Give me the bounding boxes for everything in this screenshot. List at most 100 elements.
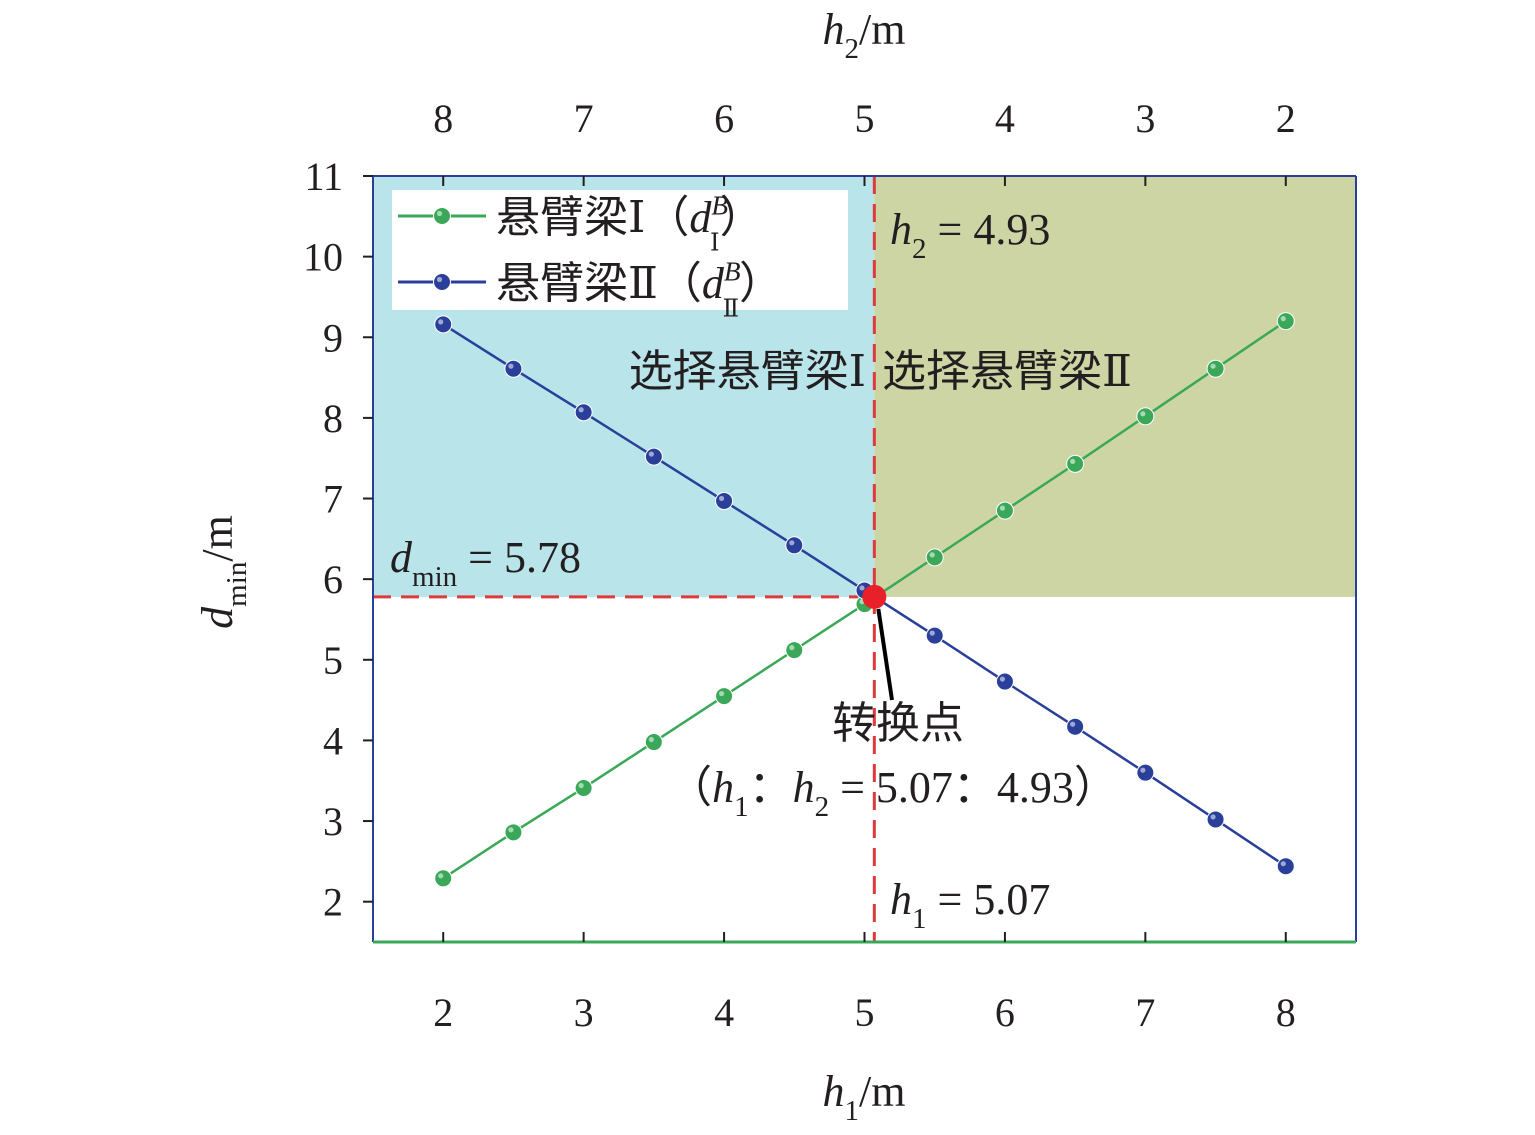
series-2-point-highlight [999,676,1006,682]
series-1-point-highlight [648,736,654,743]
series-2-point-highlight [578,407,584,413]
legend: 悬臂梁Ⅰ（dB Ⅰ）悬臂梁Ⅱ（dB Ⅱ） [392,190,848,322]
y-tick-label: 8 [323,396,343,441]
series-2-point [785,536,804,555]
legend-marker-highlight-2 [436,276,443,283]
x-bottom-tick-label: 6 [995,990,1015,1035]
series-2-point-highlight [438,319,444,325]
switch-point-pointer [876,608,894,701]
x-bottom-tick-label: 5 [855,990,875,1035]
series-2-point [925,626,944,645]
legend-box [392,190,848,310]
x-top-axis-title: h2/m [823,5,906,65]
series-2-point-highlight [1140,767,1146,773]
series-2-point [1066,717,1085,736]
switch-point-ratio: （h1：h2 = 5.07：4.93） [668,763,1118,823]
series-1-point [785,641,804,660]
y-tick-label: 6 [323,557,343,602]
series-1-point-highlight [1140,411,1146,417]
series-2-point-highlight [789,540,795,546]
series-2-point [644,447,663,466]
series-2-point-highlight [1280,861,1286,867]
series-1-point-highlight [789,645,795,651]
series-2-point [1206,810,1225,829]
series-1-point-highlight [1070,458,1076,464]
series-1-point-highlight [578,782,584,789]
y-tick-label: 5 [323,638,343,683]
region-label-beam-2: 选择悬臂梁Ⅱ [882,347,1132,396]
series-2-point [995,672,1014,691]
series-2-point [574,403,593,422]
h1-annotation: h1 = 5.07 [890,875,1050,935]
series-1-point [1066,454,1085,473]
region-select-beam-2 [874,176,1356,597]
series-2-point [504,359,523,378]
h2-annotation: h2 = 4.93 [890,205,1050,265]
series-1-point [715,687,734,706]
y-tick-label: 10 [303,235,343,280]
y-tick-label: 11 [304,154,343,199]
series-2-point [715,491,734,510]
series-2-point [1136,763,1155,782]
series-1-point [1276,312,1295,331]
series-group [434,312,1295,888]
x-top-tick-label: 8 [433,96,453,141]
axis-ticks: 2 3 4 5 6 7 8 9 10 11 2 3 4 5 6 7 8 8 7 6 5 4 3 2 [303,96,1296,1035]
y-axis-title: dmin/m [193,515,253,629]
series-1-point [434,869,453,888]
switch-point-marker [862,584,887,609]
legend-marker-2 [433,273,451,291]
series-2-point-highlight [859,585,865,591]
series-1-point [504,823,523,842]
y-tick-label: 9 [323,315,343,360]
x-bottom-tick-label: 7 [1135,990,1155,1035]
series-2-point [1276,857,1295,876]
dmin-annotation: dmin = 5.78 [390,533,581,593]
series-2-point-highlight [648,451,654,457]
y-tick-label: 7 [323,477,343,522]
y-tick-label: 3 [323,799,343,844]
series-2-point-highlight [1210,814,1216,820]
x-top-tick-label: 2 [1276,96,1296,141]
series-1-point-highlight [1210,363,1216,369]
series-1-point-highlight [508,827,514,833]
x-top-tick-label: 5 [855,96,875,141]
region-label-beam-1: 选择悬臂梁Ⅰ [629,347,866,396]
annotations: 选择悬臂梁Ⅰ 选择悬臂梁Ⅱ h2 = 4.93 h1 = 5.07 dmin = 5.7… [390,205,1132,935]
series-1-point [925,548,944,567]
series-1-point [644,733,663,752]
series-2-point-highlight [718,495,725,502]
legend-label-2: 悬臂梁Ⅱ（dB Ⅱ） [496,256,783,322]
x-top-tick-label: 4 [995,96,1015,141]
x-bottom-tick-label: 8 [1276,990,1296,1035]
guide-lines [373,176,876,942]
axis-labels: h1/m h2/m dmin/m [193,5,905,1127]
series-1-point-highlight [438,873,444,879]
x-top-tick-label: 3 [1135,96,1155,141]
y-tick-label: 2 [323,880,343,925]
series-2-point-highlight [1070,721,1076,727]
x-top-tick-label: 7 [574,96,594,141]
series-2-point [434,315,453,334]
series-2-point-highlight [508,363,514,369]
x-bottom-axis-title: h1/m [823,1067,906,1127]
x-bottom-tick-label: 3 [574,990,594,1035]
x-bottom-tick-label: 2 [433,990,453,1035]
series-1-point-highlight [718,690,725,697]
y-tick-label: 4 [323,718,343,763]
series-1-point-highlight [999,505,1006,511]
x-bottom-tick-label: 4 [714,990,734,1035]
legend-marker-highlight-1 [436,210,443,217]
series-1-point-highlight [929,552,935,558]
legend-label-1: 悬臂梁Ⅰ（dB Ⅰ） [496,190,764,256]
legend-marker-1 [433,207,451,225]
switch-point-label: 转换点 [832,699,964,748]
series-1-point [1136,407,1155,426]
series-1-point [995,501,1014,520]
series-1-point [1206,359,1225,378]
x-top-tick-label: 6 [714,96,734,141]
series-1-point [574,778,593,797]
series-2-point-highlight [929,630,935,636]
series-1-point-highlight [1280,316,1286,322]
